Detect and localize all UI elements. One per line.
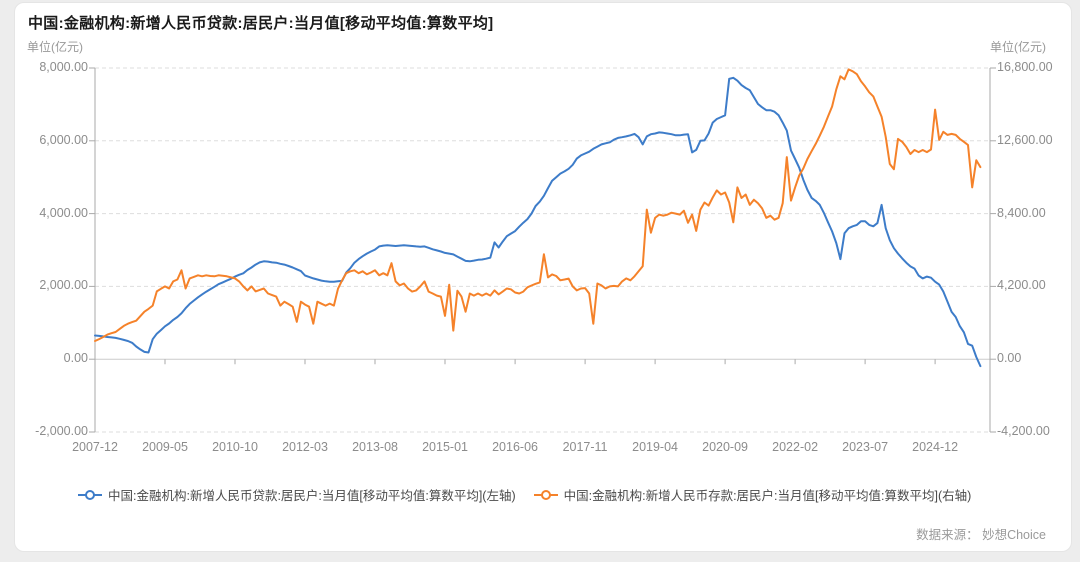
- x-axis-tick-label: 2015-01: [422, 440, 468, 454]
- x-axis-tick-label: 2012-03: [282, 440, 328, 454]
- y-axis-right-tick-label: -4,200.00: [997, 424, 1050, 438]
- y-axis-right-tick-label: 12,600.00: [997, 132, 1053, 147]
- y-axis-left-tick-label: 6,000.00: [39, 132, 88, 147]
- y-axis-right-tick-label: 0.00: [997, 351, 1022, 366]
- right-axis-unit-label: 单位(亿元): [990, 40, 1046, 54]
- x-axis-tick-label: 2020-09: [702, 440, 748, 454]
- legend-label-deposits: 中国:金融机构:新增人民币存款:居民户:当月值[移动平均值:算数平均](右轴): [563, 489, 972, 503]
- y-axis-left-tick-label: -2,000.00: [35, 424, 88, 438]
- x-axis-tick-label: 2013-08: [352, 440, 398, 454]
- y-axis-right-tick-label: 8,400.00: [997, 205, 1046, 220]
- x-axis-tick-label: 2010-10: [212, 440, 258, 454]
- y-axis-left-tick-label: 8,000.00: [39, 60, 88, 74]
- legend-marker-blue-line-icon: [78, 488, 102, 502]
- legend-marker-orange-line-icon: [533, 488, 558, 502]
- legend-item-deposits-right-axis[interactable]: 中国:金融机构:新增人民币存款:居民户:当月值[移动平均值:算数平均](右轴): [533, 485, 972, 504]
- left-axis-unit-label: 单位(亿元): [27, 40, 83, 54]
- x-axis-tick-label: 2009-05: [142, 440, 188, 454]
- x-axis-tick-label: 2017-11: [562, 440, 608, 454]
- x-axis-tick-label: 2019-04: [632, 440, 678, 454]
- x-axis-tick-label: 2023-07: [842, 440, 889, 454]
- y-axis-left-tick-label: 2,000.00: [39, 278, 88, 293]
- x-axis-tick-label: 2016-06: [492, 440, 538, 454]
- legend: 中国:金融机构:新增人民币贷款:居民户:当月值[移动平均值:算数平均](左轴) …: [78, 485, 971, 504]
- y-axis-left-tick-label: 0.00: [63, 351, 88, 366]
- y-axis-left-tick-label: 4,000.00: [39, 205, 88, 220]
- chart-title: 中国:金融机构:新增人民币贷款:居民户:当月值[移动平均值:算数平均]: [28, 15, 494, 32]
- chart-card: [14, 2, 1072, 552]
- y-axis-right-tick-label: 16,800.00: [997, 60, 1053, 74]
- legend-item-loans-left-axis[interactable]: 中国:金融机构:新增人民币贷款:居民户:当月值[移动平均值:算数平均](左轴): [78, 485, 516, 504]
- x-axis-tick-label: 2007-12: [72, 440, 118, 454]
- x-axis-tick-label: 2022-02: [772, 440, 819, 454]
- data-source-label: 数据来源： 妙想Choice: [916, 528, 1046, 542]
- x-axis-tick-label: 2024-12: [912, 440, 959, 454]
- y-axis-right-tick-label: 4,200.00: [997, 278, 1046, 293]
- legend-label-loans: 中国:金融机构:新增人民币贷款:居民户:当月值[移动平均值:算数平均](左轴): [108, 489, 516, 503]
